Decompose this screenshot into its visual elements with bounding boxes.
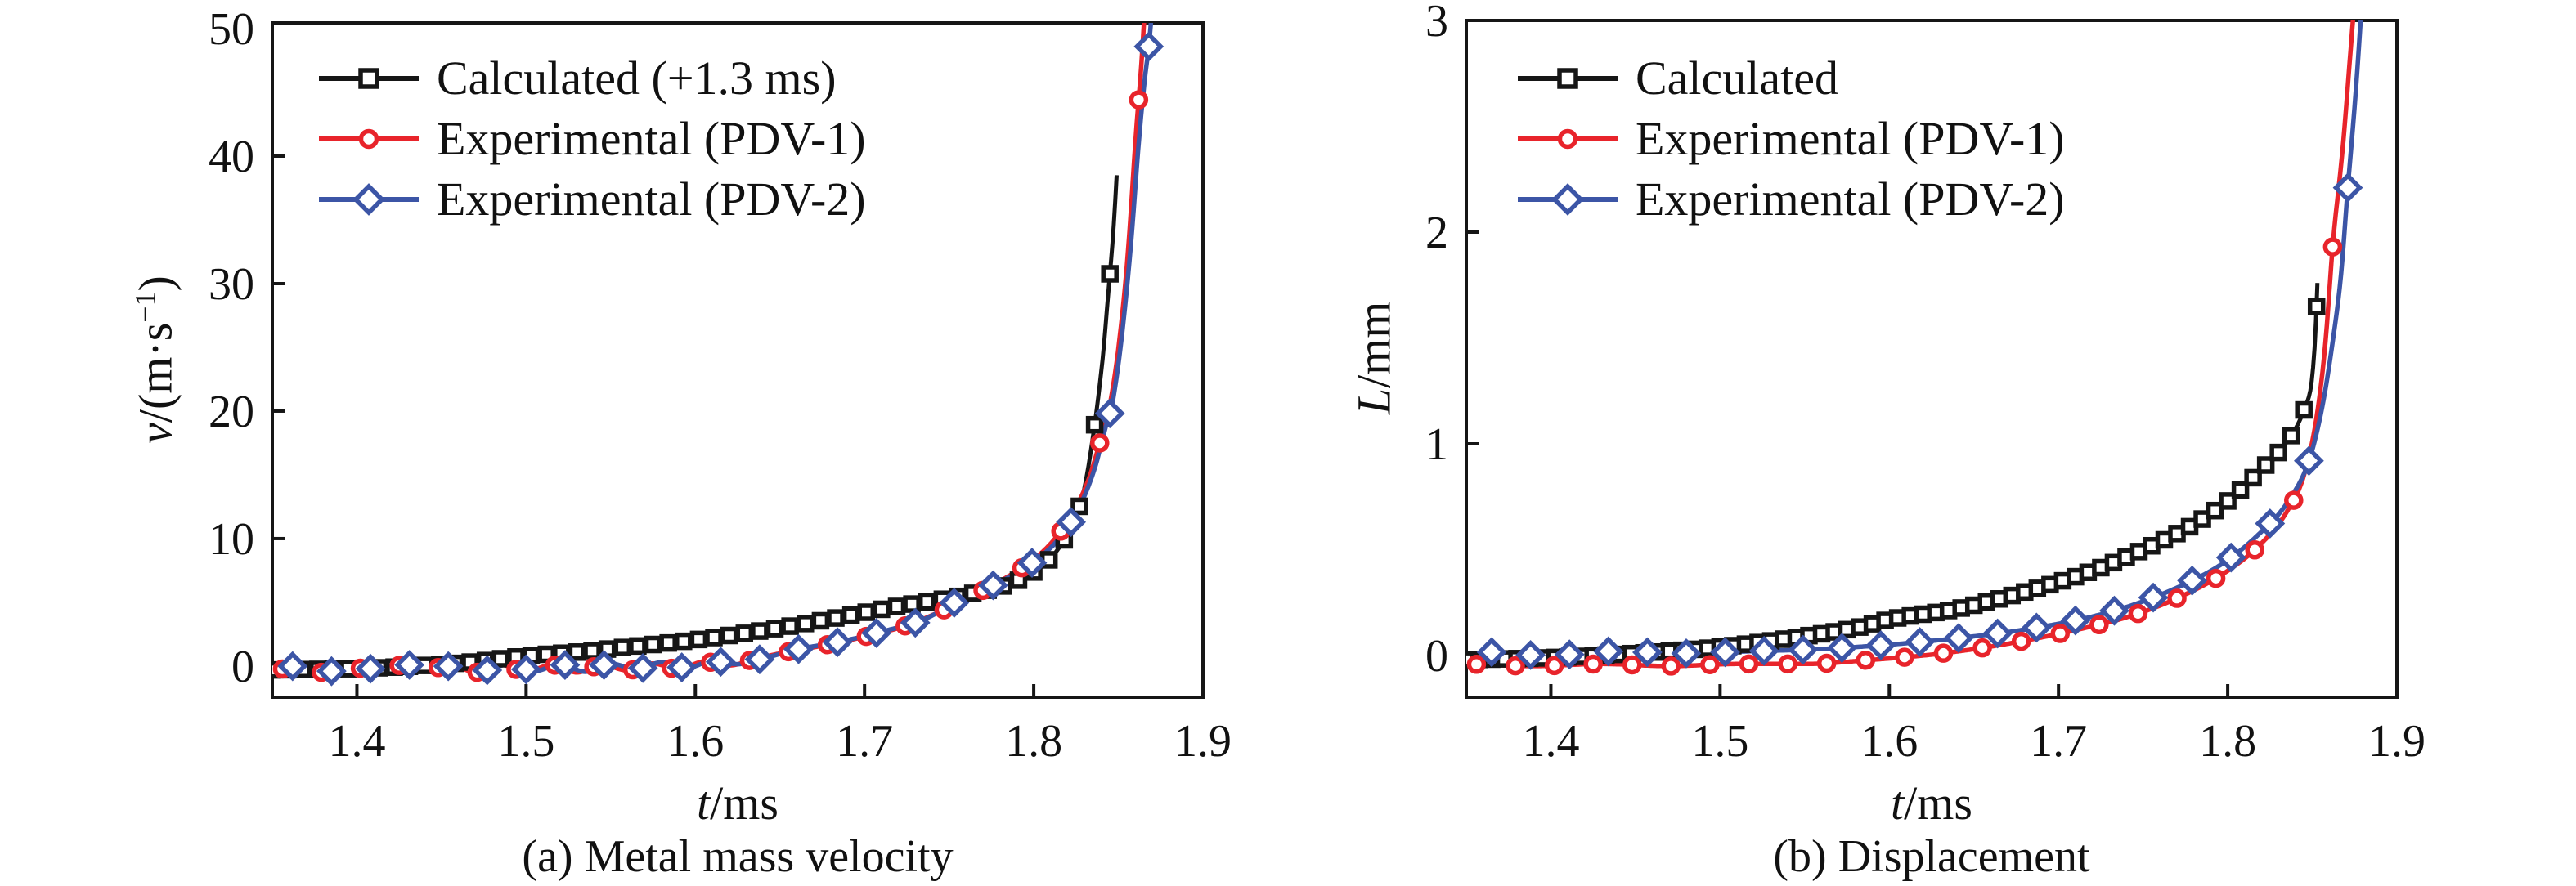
y-tick-label: 1 — [1425, 419, 1448, 470]
x-tick-label: 1.5 — [497, 716, 554, 767]
legend-item-pdv1-a: Experimental (PDV-1) — [316, 112, 866, 165]
x-axis-variable: t — [697, 776, 711, 830]
x-tick-label: 1.9 — [2368, 716, 2426, 767]
caption-b: (b) Displacement — [1773, 831, 2090, 882]
legend-sample-circle-icon — [319, 128, 419, 150]
y-axis-unit-exponent: −1 — [128, 291, 162, 323]
y-tick-label: 2 — [1425, 208, 1448, 258]
x-tick-label: 1.9 — [1174, 716, 1232, 767]
chart-panel-a: 1.4 1.5 1.6 1.7 1.8 1.9 0 10 20 30 40 50 — [209, 4, 1232, 767]
legend-item-pdv2-b: Experimental (PDV-2) — [1515, 172, 2065, 226]
y-tick-label: 50 — [209, 4, 254, 55]
x-tick-label: 1.6 — [1860, 716, 1918, 767]
legend-item-calculated-a: Calculated (+1.3 ms) — [316, 51, 837, 105]
series-markers-circle — [1466, 237, 2343, 676]
x-axis-unit: /ms — [710, 776, 779, 830]
series-line-square — [1466, 283, 2320, 662]
series-markers-square — [272, 265, 1119, 679]
x-axis-unit: /ms — [1904, 776, 1972, 830]
y-tick-label: 10 — [209, 514, 254, 565]
plot-frame — [271, 21, 1205, 699]
y-tick-label: 0 — [1425, 631, 1448, 682]
y-tick-label: 40 — [209, 132, 254, 182]
legend-item-calculated-b: Calculated — [1515, 51, 1839, 105]
legend-item-pdv2-a: Experimental (PDV-2) — [316, 172, 866, 226]
legend-label: Experimental (PDV-1) — [1636, 112, 2065, 165]
x-tick-label: 1.5 — [1691, 716, 1748, 767]
y-tick-label: 20 — [209, 387, 254, 437]
x-tick-label: 1.4 — [1522, 716, 1579, 767]
y-axis-unit: /(m·s — [128, 322, 182, 423]
plot-frame — [1465, 19, 2399, 699]
legend-label: Experimental (PDV-2) — [1636, 172, 2065, 226]
series-markers-diamond — [1476, 172, 2363, 670]
legend-item-pdv1-b: Experimental (PDV-1) — [1515, 112, 2065, 165]
x-tick-label: 1.8 — [1005, 716, 1062, 767]
x-tick-label: 1.8 — [2199, 716, 2256, 767]
x-tick-label: 1.7 — [836, 716, 893, 767]
series-markers-square — [1466, 298, 2326, 669]
legend-label: Experimental (PDV-2) — [437, 172, 866, 226]
x-axis-label-a: t/ms — [697, 776, 779, 830]
legend-sample-circle-icon — [1518, 128, 1618, 150]
y-axis-variable: L — [1347, 388, 1401, 415]
x-axis-label-b: t/ms — [1891, 776, 1972, 830]
x-axis-variable: t — [1891, 776, 1905, 830]
x-tick-label: 1.7 — [2030, 716, 2087, 767]
caption-a: (a) Metal mass velocity — [522, 831, 954, 882]
x-tick-label: 1.4 — [328, 716, 385, 767]
legend-label: Calculated — [1636, 51, 1839, 105]
y-axis-variable: v — [128, 423, 182, 444]
x-tick-label: 1.6 — [666, 716, 724, 767]
y-tick-label: 30 — [209, 259, 254, 310]
legend-sample-square-icon — [1518, 68, 1618, 89]
y-axis-unit: /mm — [1347, 301, 1401, 389]
y-tick-label: 3 — [1425, 0, 1448, 47]
legend-label: Experimental (PDV-1) — [437, 112, 866, 165]
y-tick-label: 0 — [231, 642, 254, 692]
legend-sample-diamond-icon — [319, 183, 419, 216]
series-markers-diamond — [277, 31, 1165, 687]
y-axis-unit-close: ) — [128, 275, 182, 292]
legend-sample-diamond-icon — [1518, 183, 1618, 216]
chart-panel-b: 1.4 1.5 1.6 1.7 1.8 1.9 0 1 2 3 — [1425, 0, 2426, 767]
legend-sample-square-icon — [319, 68, 419, 89]
legend-label: Calculated (+1.3 ms) — [437, 51, 837, 105]
